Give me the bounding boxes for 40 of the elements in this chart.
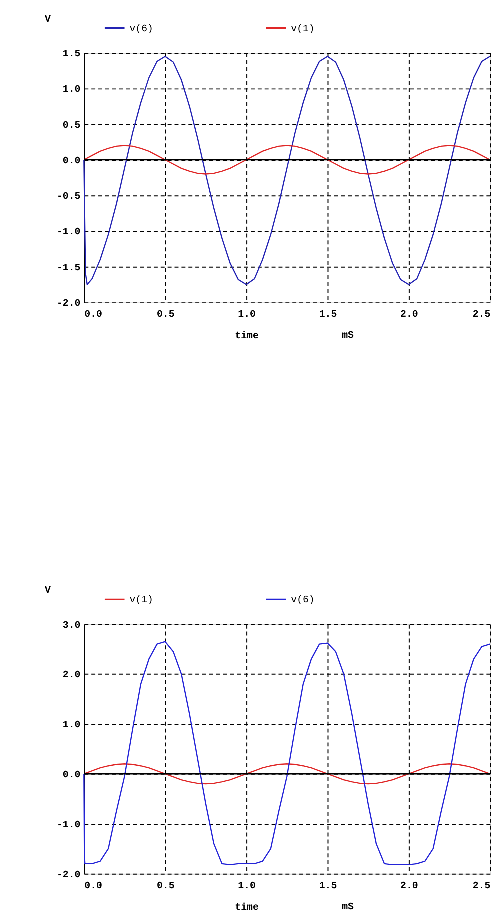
x-tick-label: 1.0 bbox=[238, 308, 256, 320]
x-tick-label: 0.0 bbox=[84, 880, 103, 892]
line-series bbox=[84, 764, 491, 785]
y-tick-label: -1.5 bbox=[56, 262, 81, 274]
x-tick-label: 2.0 bbox=[400, 308, 418, 320]
x-tick-label: 1.0 bbox=[238, 880, 256, 892]
y-tick-label: 1.0 bbox=[62, 84, 81, 96]
y-tick-label: 1.5 bbox=[62, 48, 81, 60]
y-tick-label: 3.0 bbox=[62, 620, 81, 631]
y-tick-label: -0.5 bbox=[56, 191, 81, 202]
legend-label: v(1) bbox=[291, 23, 315, 34]
y-tick-label: 0.5 bbox=[62, 120, 81, 131]
line-series bbox=[84, 56, 491, 286]
text: mS bbox=[342, 330, 354, 342]
text: mS bbox=[342, 902, 354, 913]
y-axis-title: V bbox=[45, 14, 52, 25]
x-axis-title: time bbox=[235, 330, 259, 342]
y-tick-label: 0.0 bbox=[62, 770, 81, 781]
y-tick-label: -2.0 bbox=[56, 869, 81, 880]
x-tick-label: 2.0 bbox=[400, 880, 418, 892]
y-axis-title: V bbox=[45, 585, 52, 596]
y-tick-label: 2.0 bbox=[62, 670, 81, 681]
x-tick-label: 0.5 bbox=[156, 308, 175, 320]
legend-label: v(6) bbox=[130, 23, 154, 34]
legend-label: v(1) bbox=[130, 594, 154, 606]
x-tick-label: 1.5 bbox=[319, 308, 338, 320]
line-series bbox=[84, 145, 491, 175]
y-tick-label: 0.0 bbox=[62, 155, 81, 166]
y-tick-label: 1.0 bbox=[62, 720, 81, 731]
y-tick-label: -2.0 bbox=[56, 298, 81, 310]
y-tick-label: -1.0 bbox=[56, 819, 81, 830]
line-series bbox=[84, 641, 491, 866]
x-tick-label: 1.5 bbox=[319, 880, 338, 892]
legend-label: v(6) bbox=[291, 594, 315, 606]
x-tick-label: 0.5 bbox=[156, 880, 175, 892]
y-tick-label: -1.0 bbox=[56, 226, 81, 238]
x-tick-label: 2.5 bbox=[472, 308, 491, 320]
x-tick-label: 0.0 bbox=[84, 308, 103, 320]
x-tick-label: 2.5 bbox=[472, 880, 491, 892]
x-axis-title: time bbox=[235, 902, 259, 914]
